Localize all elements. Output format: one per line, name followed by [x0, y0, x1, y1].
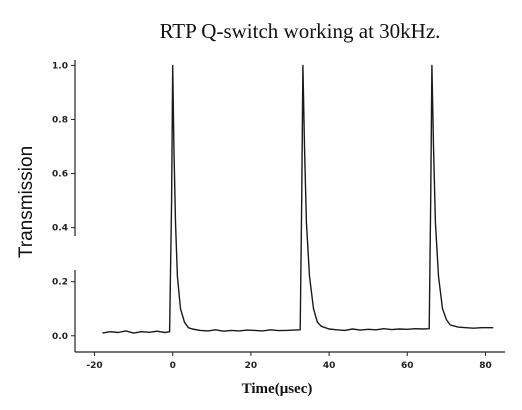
x-tick-label: 0 — [170, 361, 176, 371]
y-tick-label: 1.0 — [52, 61, 68, 71]
x-tick-label: 40 — [323, 361, 336, 371]
x-tick-label: 80 — [479, 361, 492, 371]
series-line-transmission — [102, 64, 494, 334]
x-ticks: -20 0 20 40 60 80 — [86, 352, 492, 371]
y-axis-label: Transmission — [16, 146, 37, 258]
x-tick-label: -20 — [86, 361, 102, 371]
y-tick-label: 0.8 — [52, 115, 68, 125]
y-tick-label: 0.0 — [52, 332, 68, 342]
y-tick-label: 0.2 — [52, 278, 68, 288]
chart-title: RTP Q-switch working at 30kHz. — [160, 19, 441, 43]
x-tick-label: 20 — [245, 361, 258, 371]
x-axis-label: Time(μsec) — [242, 381, 313, 397]
x-tick-label: 60 — [401, 361, 414, 371]
y-tick-label: 0.4 — [52, 224, 68, 234]
y-ticks: 0.0 0.2 0.4 0.6 0.8 1.0 — [52, 61, 75, 342]
y-tick-label: 0.6 — [52, 170, 68, 180]
